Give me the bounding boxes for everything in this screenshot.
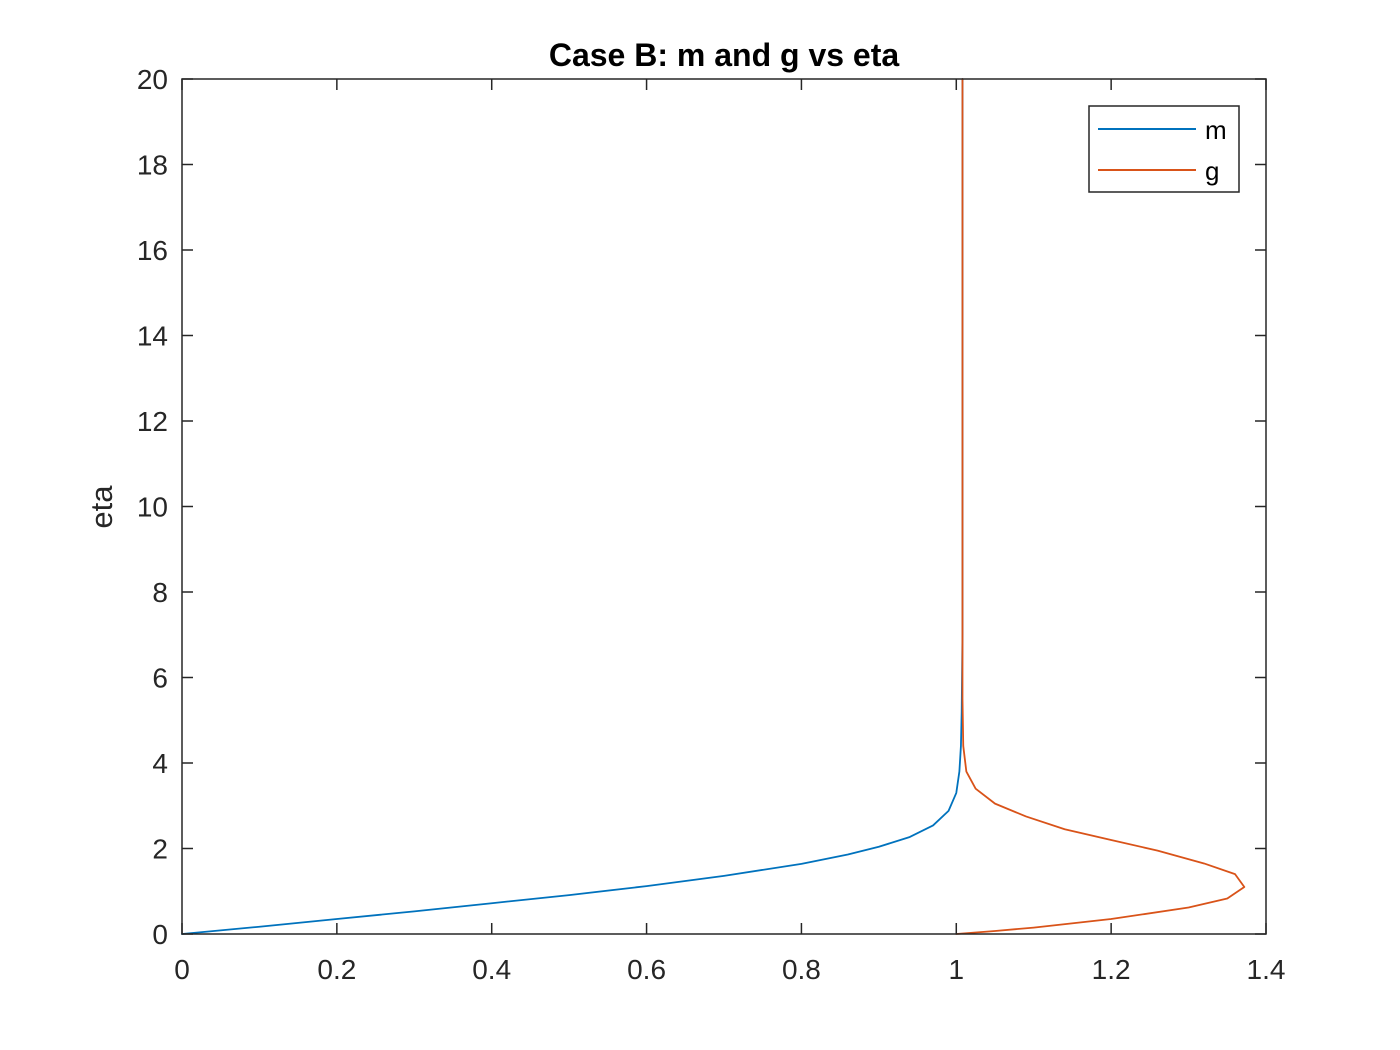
y-axis-ticks: 0 2 4 6 8 10 12 14 16 18 20: [137, 64, 1266, 950]
plot-background: [182, 79, 1266, 934]
x-tick-label: 0: [174, 954, 190, 985]
legend-box: [1088, 105, 1240, 193]
x-tick-label: 1.2: [1092, 954, 1131, 985]
y-tick-label: 2: [152, 834, 168, 865]
series-layer: [181, 78, 1246, 935]
chart-title: Case B: m and g vs eta: [549, 37, 900, 73]
legend-label-m: m: [1205, 115, 1227, 145]
x-tick-label: 0.4: [472, 954, 511, 985]
series-line-g: [955, 78, 1246, 935]
x-tick-label: 1.4: [1247, 954, 1286, 985]
x-tick-label: 1: [948, 954, 964, 985]
y-tick-label: 4: [152, 748, 168, 779]
y-tick-label: 8: [152, 577, 168, 608]
x-tick-label: 0.6: [627, 954, 666, 985]
legend-label-g: g: [1205, 156, 1219, 186]
y-tick-label: 16: [137, 235, 168, 266]
series-line-m: [181, 78, 964, 935]
x-axis-ticks: 0 0.2 0.4 0.6 0.8 1 1.2 1.4: [174, 79, 1285, 985]
x-tick-label: 0.2: [317, 954, 356, 985]
y-tick-label: 6: [152, 663, 168, 694]
legend: m g: [1088, 105, 1240, 193]
y-tick-label: 14: [137, 321, 168, 352]
y-tick-label: 20: [137, 64, 168, 95]
y-tick-label: 18: [137, 150, 168, 181]
plot-area: [182, 79, 1266, 934]
x-tick-label: 0.8: [782, 954, 821, 985]
y-tick-label: 12: [137, 406, 168, 437]
y-tick-label: 10: [137, 492, 168, 523]
y-tick-label: 0: [152, 919, 168, 950]
y-axis-label: eta: [84, 485, 119, 529]
